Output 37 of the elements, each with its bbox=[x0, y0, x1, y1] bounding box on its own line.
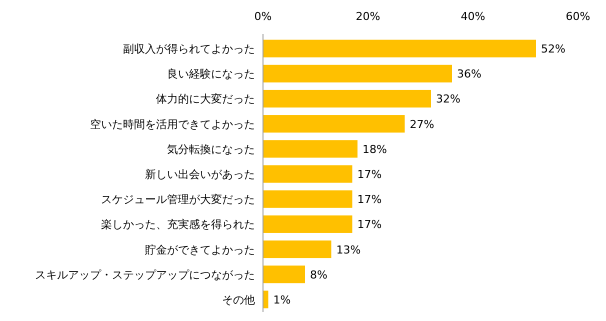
y-tick-label: スキルアップ・ステップアップにつながった bbox=[35, 268, 255, 282]
data-label: 17% bbox=[357, 168, 382, 181]
data-label: 36% bbox=[457, 68, 482, 81]
y-tick-label: 新しい出会いがあった bbox=[145, 168, 255, 181]
bar bbox=[263, 190, 352, 208]
bar bbox=[263, 40, 536, 58]
bar bbox=[263, 115, 405, 133]
y-tick-label: 良い経験になった bbox=[167, 68, 255, 81]
y-tick-label: 貯金ができてよかった bbox=[145, 243, 255, 256]
x-tick-label: 60% bbox=[566, 10, 590, 23]
bar bbox=[263, 165, 352, 183]
x-tick-label: 20% bbox=[356, 10, 380, 23]
y-tick-label: 空いた時間を活用できてよかった bbox=[90, 118, 255, 131]
data-label: 18% bbox=[362, 142, 387, 156]
bar bbox=[263, 266, 305, 284]
x-tick-label: 40% bbox=[460, 10, 486, 23]
bar bbox=[263, 290, 268, 308]
bar bbox=[263, 140, 358, 158]
data-label: 17% bbox=[357, 193, 382, 206]
bar bbox=[263, 64, 452, 82]
x-tick-label: 0% bbox=[254, 10, 272, 23]
y-tick-label: 気分転換になった bbox=[167, 142, 255, 156]
data-label: 13% bbox=[336, 243, 361, 256]
data-label: 52% bbox=[541, 42, 566, 56]
bar bbox=[263, 240, 332, 258]
y-tick-label: スケジュール管理が大変だった bbox=[101, 193, 255, 206]
data-label: 17% bbox=[357, 218, 382, 232]
y-tick-label: その他 bbox=[222, 293, 255, 306]
data-label: 27% bbox=[410, 118, 434, 131]
data-label: 32% bbox=[436, 92, 460, 106]
y-tick-label: 体力的に大変だった bbox=[156, 92, 255, 106]
y-tick-label: 楽しかった、充実感を得られた bbox=[101, 218, 255, 232]
y-tick-label: 副収入が得られてよかった bbox=[123, 42, 255, 56]
data-label: 1% bbox=[273, 293, 291, 306]
bar bbox=[263, 90, 431, 108]
data-label: 8% bbox=[310, 268, 328, 282]
bar bbox=[263, 215, 352, 233]
